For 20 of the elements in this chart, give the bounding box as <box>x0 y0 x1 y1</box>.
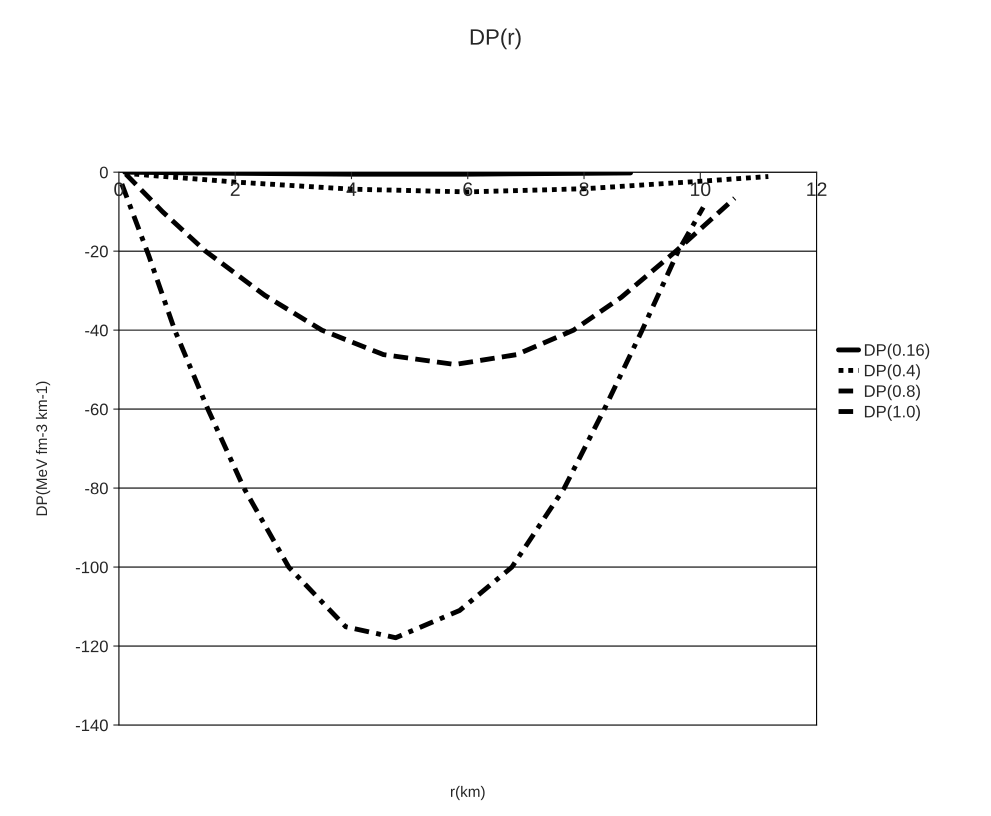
x-tick-label: 6 <box>463 182 472 196</box>
y-tick-label: -60 <box>85 404 108 416</box>
y-tick-label: -40 <box>85 324 108 336</box>
y-tick-label: -20 <box>85 246 108 258</box>
y-tick-label: 0 <box>100 166 108 178</box>
y-tick-label: -140 <box>76 719 108 732</box>
legend-label: DP(1.0) <box>864 405 920 421</box>
y-tick-label: -80 <box>85 482 108 494</box>
x-tick-label: 10 <box>690 182 710 196</box>
chart-title: DP(r) <box>470 28 521 50</box>
x-tick-label: 8 <box>579 182 589 196</box>
x-tick-label: 2 <box>230 182 240 196</box>
x-tick-label: 4 <box>346 182 356 196</box>
x-axis-title: r(km) <box>450 786 485 800</box>
y-tick-label: -120 <box>76 640 108 652</box>
legend-label: DP(0.16) <box>864 344 930 360</box>
legend-label: DP(0.8) <box>864 384 920 400</box>
legend-label: DP(0.4) <box>864 364 920 380</box>
y-tick-label: -100 <box>76 561 108 574</box>
y-axis-title: DP(MeV fm-3 km-1) <box>36 382 50 516</box>
